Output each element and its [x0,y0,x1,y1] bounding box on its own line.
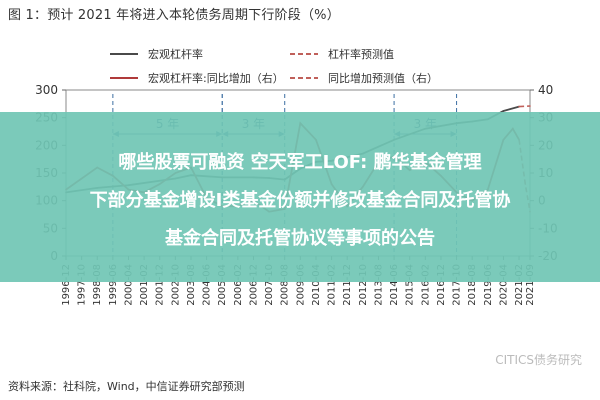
x-tick-label: 2021-02 [514,264,525,306]
x-tick-label: 2002-10 [170,264,181,306]
x-tick-label: 2009-06 [295,264,306,306]
x-tick-label: 2010-04 [311,264,322,306]
overlay-line-1[interactable]: 哪些股票可融资 空天军工LOF: 鹏华基金管理 [118,152,482,173]
figure-source: 资料来源：社科院，Wind，中信证券研究部预测 [8,380,245,393]
legend-label: 宏观杠杆率:同比增加（右） [148,71,284,85]
x-tick-label: 2007-10 [264,264,275,306]
x-tick-label: 2014-06 [389,264,400,306]
legend-label: 杠杆率预测值 [328,47,394,61]
x-tick-label: 2011-12 [342,264,353,306]
legend-label: 同比增加预测值（右） [328,71,438,85]
x-tick-label: 2017-10 [452,264,463,306]
x-tick-label: 1998-08 [92,264,103,306]
x-tick-label: 2006-12 [248,264,259,306]
x-tick-label: 2011-02 [327,264,338,306]
x-tick-label: 2004-06 [202,264,213,306]
x-tick-label: 2015-04 [405,264,416,306]
series-2-point [529,105,531,107]
x-tick-label: 2003-08 [186,264,197,306]
x-tick-label: 2019-06 [483,264,494,306]
series-1-point [502,110,505,112]
x-tick-label: 2000-04 [123,264,134,306]
x-tick-label: 2005-04 [217,264,228,306]
x-tick-label: 2013-08 [373,264,384,306]
legend-label: 宏观杠杆率 [148,47,203,61]
x-tick-label: 2012-10 [358,264,369,306]
x-tick-label: 2018-08 [467,264,478,306]
x-tick-label: 1996-12 [61,264,72,306]
overlay-line-3[interactable]: 基金合同及托管协议等事项的公告 [165,228,435,249]
watermark: CITICS债务研究 [495,353,582,367]
x-tick-label: 2001-02 [139,264,150,306]
series-2-point [518,105,520,108]
x-tick-label: 2016-02 [420,264,431,306]
overlay-line-2[interactable]: 下部分基金增设I类基金份额并修改基金合同及托管协 [89,190,511,211]
left-tick-label: 300 [35,83,58,97]
x-tick-label: 2006-02 [233,264,244,306]
overlay-banner[interactable] [0,112,600,282]
x-tick-label: 2021-09 [525,264,536,306]
figure-title: 图 1：预计 2021 年将进入本轮债务周期下行阶段（%） [8,8,340,23]
x-tick-label: 1999-06 [108,264,119,306]
x-tick-label: 2020-04 [498,264,509,306]
x-tick-label: 2008-08 [280,264,291,306]
series-line-2 [519,105,531,108]
x-tick-label: 1997-10 [77,264,88,306]
x-tick-label: 2016-12 [436,264,447,306]
right-tick-label: 40 [538,83,553,97]
x-tick-label: 2001-12 [155,264,166,306]
